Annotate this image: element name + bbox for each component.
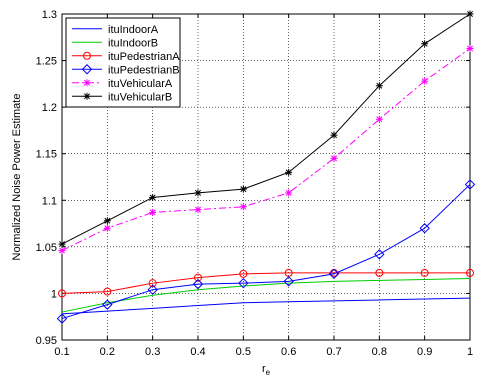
data-point (375, 115, 383, 123)
series-ituVehicularA (58, 44, 474, 255)
data-point (239, 269, 248, 278)
data-point (330, 154, 338, 162)
y-tick-label: 1.15 (36, 149, 57, 161)
data-point (239, 203, 247, 211)
series-line (61, 184, 471, 320)
data-point (420, 268, 429, 277)
data-point (81, 64, 93, 75)
x-tick-label: 0.4 (190, 346, 205, 358)
data-point (328, 268, 340, 280)
legend-box (65, 17, 181, 108)
data-point (56, 313, 68, 324)
series-line (61, 48, 471, 252)
legend-item: ituVehicularA (72, 78, 173, 90)
series-line (61, 278, 471, 313)
data-point (374, 249, 385, 260)
data-point (103, 224, 111, 232)
data-point (464, 179, 476, 190)
data-point (194, 273, 202, 282)
series-ituIndoorA (61, 297, 471, 315)
data-point (239, 185, 247, 193)
data-point (375, 82, 383, 90)
y-tick-label: 1.1 (42, 195, 57, 207)
x-axis-label: re (262, 363, 271, 377)
x-tick-label: 0.7 (326, 346, 341, 358)
data-point (58, 247, 66, 255)
data-point (83, 92, 91, 100)
x-tick-label: 0.2 (100, 346, 115, 358)
x-tick-label: 0.6 (281, 346, 296, 358)
data-point (147, 284, 158, 295)
y-tick-label: 1.25 (36, 56, 57, 68)
series-ituVehicularB (58, 10, 474, 248)
data-point (148, 279, 157, 288)
data-point (194, 189, 202, 197)
data-point (58, 240, 66, 248)
axis-ticks: 0.1 0.2 0.3 0.4 0.5 0.6 0.7 0.8 0.9 1 0.95 1 1.05 1.1… (36, 9, 473, 358)
x-tick-label: 1 (467, 346, 473, 358)
legend-item: ituPedestrianA (72, 51, 180, 63)
series-ituIndoorB (61, 278, 471, 313)
data-point (103, 287, 112, 296)
data-point (285, 168, 293, 176)
series-line (61, 272, 470, 294)
legend-item: ituVehicularB (72, 91, 172, 103)
x-tick-label: 0.8 (372, 346, 387, 358)
data-point (149, 208, 157, 216)
y-tick-label: 0.95 (36, 335, 57, 347)
data-point (194, 206, 202, 214)
data-point (238, 277, 249, 289)
series-ituPedestrianB (56, 179, 476, 324)
data-point (419, 223, 430, 234)
series-line (61, 297, 471, 315)
x-tick-label: 0.3 (145, 346, 160, 358)
legend-item: ituPedestrianB (72, 64, 180, 76)
legend-label: ituVehicularA (108, 78, 173, 90)
series-ituPedestrianA (58, 268, 474, 298)
x-tick-label: 0.1 (54, 346, 69, 358)
data-point (466, 268, 474, 277)
data-point (421, 40, 429, 48)
legend-item: ituIndoorB (72, 37, 158, 49)
x-axis-label-subscript: e (266, 368, 271, 377)
data-point (466, 44, 474, 52)
data-point (466, 10, 474, 18)
x-axis-label-main: r (262, 363, 266, 375)
data-point (83, 51, 91, 60)
x-tick-label: 0.9 (417, 346, 432, 358)
data-point (103, 217, 111, 225)
y-tick-label: 1.3 (42, 9, 57, 21)
data-point (58, 289, 66, 298)
legend-item: ituIndoorA (72, 24, 159, 36)
legend-label: ituPedestrianA (108, 51, 180, 63)
data-point (375, 268, 384, 277)
legend-label: ituVehicularB (108, 91, 172, 103)
data-point (149, 193, 157, 201)
y-axis-label: Normalized Noise Power Estimate (11, 94, 23, 261)
data-point (83, 79, 91, 87)
series-group (56, 10, 476, 324)
legend-label: ituIndoorB (108, 37, 158, 49)
data-point (192, 278, 204, 290)
y-tick-label: 1.2 (42, 102, 57, 114)
data-point (285, 189, 293, 197)
y-tick-label: 1.05 (36, 242, 57, 254)
legend-label: ituPedestrianB (108, 64, 180, 76)
legend-label: ituIndoorA (108, 24, 159, 36)
data-point (330, 131, 338, 139)
y-tick-label: 1 (51, 288, 57, 300)
data-point (283, 276, 294, 287)
data-point (102, 299, 113, 310)
data-point (421, 77, 429, 85)
plot-frame (61, 13, 471, 341)
x-tick-label: 0.5 (236, 346, 251, 358)
series-line (61, 13, 471, 245)
